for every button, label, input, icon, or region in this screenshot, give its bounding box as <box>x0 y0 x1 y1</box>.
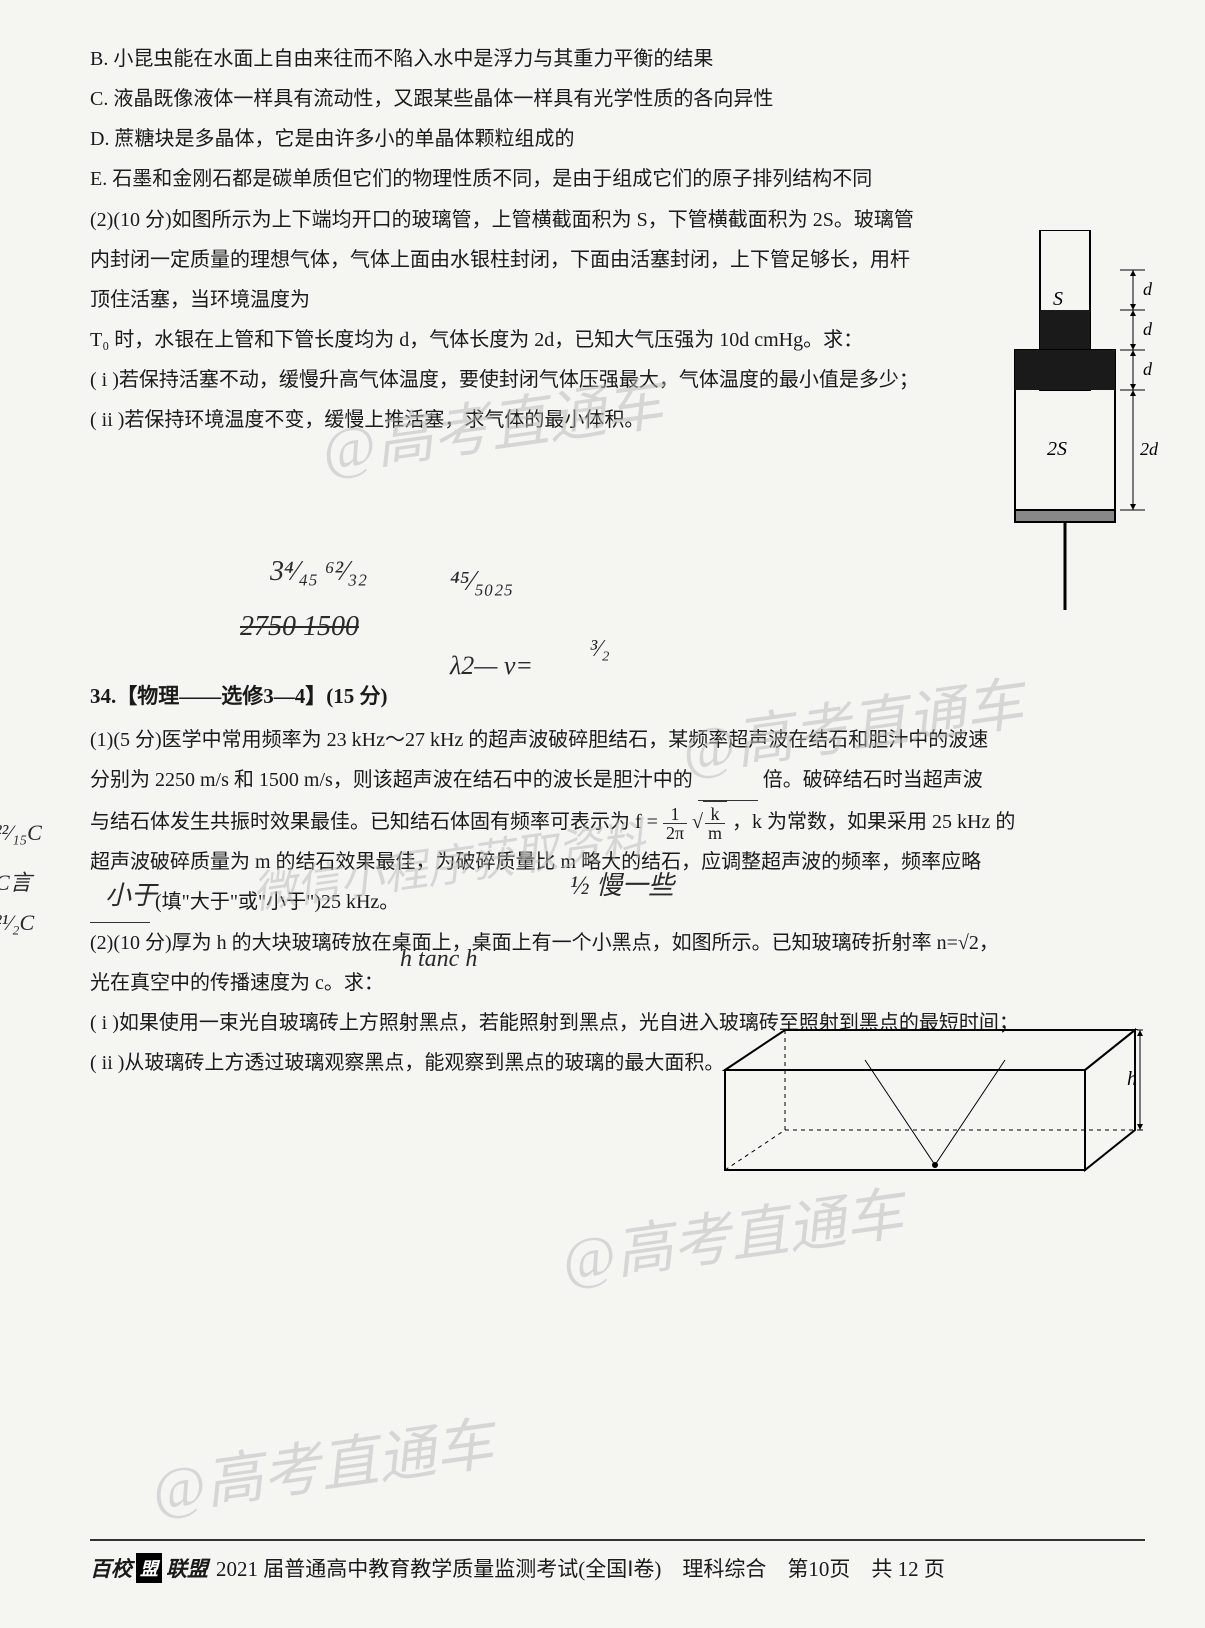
footer-text: 2021 届普通高中教育教学质量监测考试(全国Ⅰ卷) 理科综合 第10页 共 1… <box>216 1553 945 1583</box>
glass-diagram: h <box>665 1010 1145 1210</box>
sqrt: k m <box>692 801 727 842</box>
handwriting-9: h tanc h <box>400 945 477 974</box>
problem-34-title: 34.【物理——选修3—4】(15 分) <box>90 680 1145 710</box>
label-h: h <box>1127 1068 1137 1090</box>
p34-2-intro: (2)(10 分)厚为 h 的大块玻璃砖放在桌面上，桌面上有一个小黑点，如图所示… <box>90 923 1145 963</box>
logo-text-1: 百校 <box>90 1553 132 1583</box>
p34-l3b: ，k 为常数，如果采用 25 kHz 的 <box>732 811 1015 833</box>
handwriting-3: ⁴⁵⁄₅₀₂₅ <box>450 565 513 599</box>
footer-logo: 百校 盟 联盟 <box>90 1553 208 1583</box>
sqrt-num: k <box>705 805 725 824</box>
handwriting-left2: C言 <box>0 870 32 896</box>
frac-den: 2π <box>663 824 687 842</box>
sqrt-den: m <box>705 824 725 842</box>
formula-frac: 1 2π <box>663 805 687 842</box>
frac-num: 1 <box>663 805 687 824</box>
handwriting-7: 小于 <box>105 880 157 911</box>
dim-d1: d <box>1143 279 1153 299</box>
p34-l3a: 与结石体发生共振时效果最佳。已知结石体固有频率可表示为 f = <box>90 811 658 833</box>
option-c: C. 液晶既像液体一样具有流动性，又跟某些晶体一样具有光学性质的各向异性 <box>90 80 1145 118</box>
logo-text-2: 联盟 <box>166 1553 208 1583</box>
logo-badge: 盟 <box>136 1553 162 1583</box>
label-s: S <box>1053 288 1063 310</box>
p34-l5-text: (填"大于"或"小于")25 kHz。 <box>155 891 399 913</box>
handwriting-8: ½ 慢一些 <box>570 870 674 901</box>
option-e: E. 石墨和金刚石都是碳单质但它们的物理性质不同，是由于组成它们的原子排列结构不… <box>90 160 1145 198</box>
tube-diagram: S 2S d d d 2d <box>965 230 1165 610</box>
exam-page: B. 小昆虫能在水面上自由来往而不陷入水中是浮力与其重力平衡的结果 C. 液晶既… <box>0 0 1205 1113</box>
p34-1-l2: 分别为 2250 m/s 和 1500 m/s，则该超声波在结石中的波长是胆汁中… <box>90 760 1145 801</box>
p34-1-l1: (1)(5 分)医学中常用频率为 23 kHz～27 kHz 的超声波破碎胆结石… <box>90 720 1145 760</box>
p34-l2b: 倍。破碎结石时当超声波 <box>763 769 983 791</box>
handwriting-2: 2750 1500 <box>240 610 359 644</box>
watermark-5: @高考直通车 <box>146 1397 498 1528</box>
blank-1 <box>698 760 758 801</box>
option-b: B. 小昆虫能在水面上自由来往而不陷入水中是浮力与其重力平衡的结果 <box>90 40 1145 78</box>
p34-1-l3: 与结石体发生共振时效果最佳。已知结石体固有频率可表示为 f = 1 2π k m… <box>90 801 1145 842</box>
p33-intro: (2)(10 分)如图所示为上下端均开口的玻璃管，上管横截面积为 S，下管横截面… <box>90 209 914 311</box>
p34-l2a: 分别为 2250 m/s 和 1500 m/s，则该超声波在结石中的波长是胆汁中… <box>90 769 693 791</box>
handwriting-left3: ²¹⁄₂C <box>0 910 34 936</box>
label-2s: 2S <box>1047 438 1067 460</box>
handwriting-1: 3⁴⁄₄₅ ⁶²⁄₃₂ <box>270 555 367 589</box>
dim-d3: d <box>1143 359 1153 379</box>
dim-2d: 2d <box>1140 439 1159 459</box>
handwriting-left1: ²²⁄₁₅C <box>0 820 42 846</box>
handwriting-5: λ2— v= <box>450 650 533 681</box>
page-footer: 百校 盟 联盟 2021 届普通高中教育教学质量监测考试(全国Ⅰ卷) 理科综合 … <box>90 1539 1145 1583</box>
option-d: D. 蔗糖块是多晶体，它是由许多小的单晶体颗粒组成的 <box>90 120 1145 158</box>
dim-d2: d <box>1143 319 1153 339</box>
p34-2-l2: 光在真空中的传播速度为 c。求： <box>90 963 1145 1003</box>
handwriting-6: ³⁄₂ <box>590 635 610 664</box>
